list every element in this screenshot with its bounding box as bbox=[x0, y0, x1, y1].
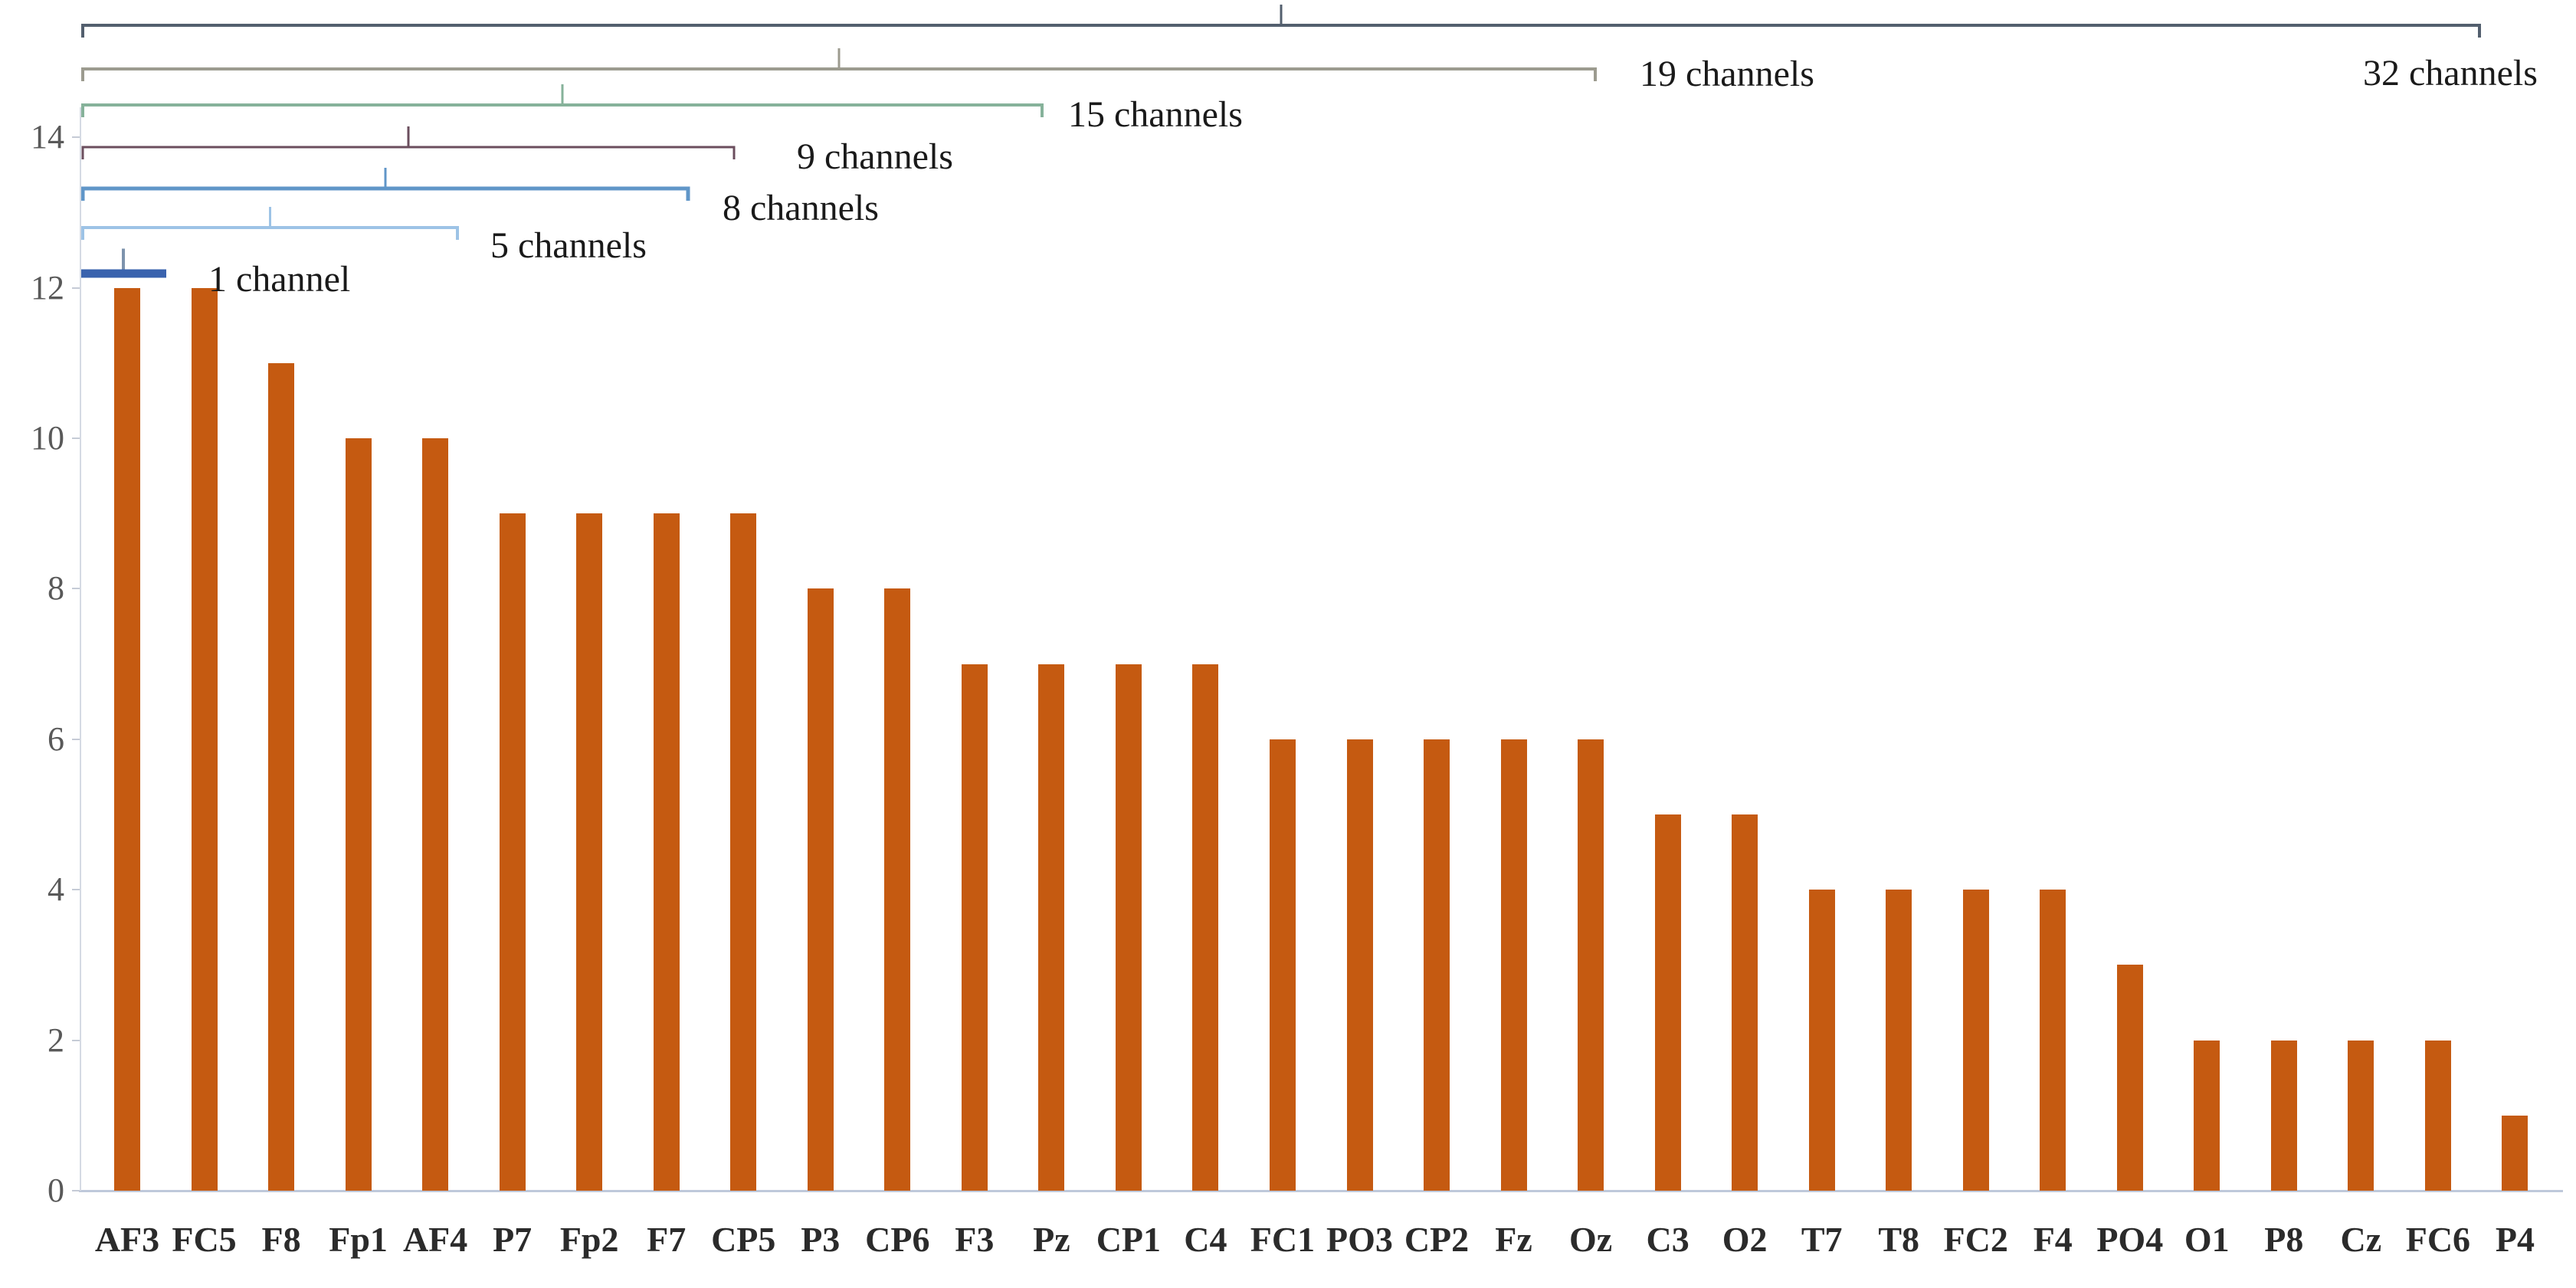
x-tick-label-O1: O1 bbox=[2184, 1220, 2230, 1259]
x-tick-label-P4: P4 bbox=[2495, 1220, 2535, 1259]
bar-PO4 bbox=[2116, 965, 2143, 1191]
x-tick-label-FC2: FC2 bbox=[1943, 1220, 2008, 1259]
bar-F8 bbox=[268, 362, 295, 1191]
x-tick-label-Oz: Oz bbox=[1568, 1220, 1613, 1259]
bar-PO3 bbox=[1346, 739, 1373, 1191]
bar-F7 bbox=[653, 513, 680, 1191]
x-tick-label-CP1: CP1 bbox=[1096, 1220, 1162, 1259]
bar-Fp1 bbox=[345, 438, 372, 1191]
bar-O2 bbox=[1732, 814, 1758, 1191]
bracket-1-channels bbox=[80, 248, 166, 278]
x-axis-line bbox=[79, 1190, 2563, 1192]
x-tick-label-P7: P7 bbox=[493, 1220, 533, 1259]
bar-AF3 bbox=[114, 287, 140, 1191]
x-tick-label-FC6: FC6 bbox=[2405, 1220, 2471, 1259]
bracket-8-channels bbox=[80, 168, 690, 201]
bar-P3 bbox=[807, 588, 834, 1191]
bracket-label-1-channels: 1 channel bbox=[208, 259, 351, 300]
y-tick-label-4: 4 bbox=[48, 870, 64, 909]
bracket-label-8-channels: 8 channels bbox=[723, 188, 879, 228]
x-tick-label-T8: T8 bbox=[1878, 1220, 1920, 1259]
x-tick-label-Fp2: Fp2 bbox=[559, 1220, 619, 1259]
bracket-19-channels bbox=[81, 48, 1597, 81]
y-tick-mark bbox=[72, 136, 80, 139]
x-tick-label-P8: P8 bbox=[2264, 1220, 2304, 1259]
x-tick-label-F8: F8 bbox=[261, 1220, 301, 1259]
bracket-label-32-channels: 32 channels bbox=[2363, 53, 2538, 93]
y-tick-label-14: 14 bbox=[31, 118, 64, 156]
x-tick-label-Pz: Pz bbox=[1033, 1220, 1070, 1259]
x-tick-label-FC5: FC5 bbox=[172, 1220, 237, 1259]
y-tick-mark bbox=[72, 588, 80, 590]
y-tick-mark bbox=[72, 738, 80, 740]
y-tick-mark bbox=[72, 287, 80, 289]
x-tick-label-F7: F7 bbox=[647, 1220, 687, 1259]
bracket-9-channels bbox=[81, 126, 736, 159]
x-tick-label-Cz: Cz bbox=[2340, 1220, 2382, 1259]
y-tick-label-12: 12 bbox=[31, 268, 64, 306]
bar-FC6 bbox=[2424, 1040, 2451, 1191]
bar-F3 bbox=[961, 664, 988, 1191]
x-tick-label-PO3: PO3 bbox=[1326, 1220, 1393, 1259]
y-tick-label-0: 0 bbox=[48, 1172, 64, 1209]
bar-FC1 bbox=[1270, 739, 1296, 1191]
x-tick-label-CP2: CP2 bbox=[1404, 1220, 1470, 1259]
bar-T8 bbox=[1886, 890, 1912, 1191]
y-tick-mark bbox=[72, 438, 80, 439]
bar-C3 bbox=[1654, 814, 1681, 1191]
bar-Fz bbox=[1500, 739, 1527, 1191]
bracket-label-9-channels: 9 channels bbox=[797, 136, 953, 177]
x-tick-label-AF4: AF4 bbox=[402, 1220, 468, 1259]
x-tick-label-CP5: CP5 bbox=[711, 1220, 776, 1259]
y-axis-line bbox=[80, 107, 81, 1191]
x-tick-label-F3: F3 bbox=[955, 1220, 995, 1259]
bar-CP5 bbox=[730, 513, 757, 1191]
bar-CP6 bbox=[884, 588, 911, 1191]
bar-CP2 bbox=[1424, 739, 1450, 1191]
bar-P4 bbox=[2502, 1115, 2528, 1191]
x-tick-label-C4: C4 bbox=[1184, 1220, 1227, 1259]
bar-CP1 bbox=[1115, 664, 1142, 1191]
bar-O1 bbox=[2194, 1040, 2220, 1191]
bar-FC5 bbox=[191, 287, 218, 1191]
y-tick-mark bbox=[72, 1190, 80, 1191]
y-tick-label-10: 10 bbox=[31, 419, 64, 457]
bar-FC2 bbox=[1962, 890, 1989, 1191]
bracket-label-5-channels: 5 channels bbox=[490, 225, 647, 266]
y-tick-label-2: 2 bbox=[48, 1021, 64, 1059]
x-tick-label-O2: O2 bbox=[1722, 1220, 1768, 1259]
x-tick-label-T7: T7 bbox=[1801, 1220, 1843, 1259]
bar-Cz bbox=[2348, 1040, 2374, 1191]
y-tick-label-6: 6 bbox=[48, 719, 64, 758]
bar-P8 bbox=[2270, 1040, 2297, 1191]
x-tick-label-P3: P3 bbox=[801, 1220, 841, 1259]
bar-Oz bbox=[1578, 739, 1604, 1191]
bar-C4 bbox=[1192, 664, 1219, 1191]
bracket-label-19-channels: 19 channels bbox=[1640, 54, 1814, 94]
x-tick-label-FC1: FC1 bbox=[1250, 1220, 1316, 1259]
bar-F4 bbox=[2040, 890, 2066, 1191]
x-tick-label-AF3: AF3 bbox=[94, 1220, 160, 1259]
bar-Fp2 bbox=[576, 513, 603, 1191]
x-tick-label-CP6: CP6 bbox=[865, 1220, 930, 1259]
bar-T7 bbox=[1808, 890, 1835, 1191]
bracket-5-channels bbox=[81, 207, 459, 240]
y-tick-mark bbox=[72, 1039, 80, 1041]
bar-AF4 bbox=[422, 438, 449, 1191]
bracket-15-channels bbox=[81, 84, 1044, 117]
bracket-32-channels bbox=[81, 5, 2481, 38]
x-tick-label-Fp1: Fp1 bbox=[329, 1220, 388, 1259]
bar-P7 bbox=[499, 513, 526, 1191]
bar-Pz bbox=[1038, 664, 1065, 1191]
x-tick-label-PO4: PO4 bbox=[2096, 1220, 2164, 1259]
y-tick-mark bbox=[72, 889, 80, 891]
x-tick-label-Fz: Fz bbox=[1495, 1220, 1532, 1259]
x-tick-label-F4: F4 bbox=[2033, 1220, 2073, 1259]
x-tick-label-C3: C3 bbox=[1646, 1220, 1689, 1259]
bracket-label-15-channels: 15 channels bbox=[1068, 94, 1243, 135]
y-tick-label-8: 8 bbox=[48, 569, 64, 608]
